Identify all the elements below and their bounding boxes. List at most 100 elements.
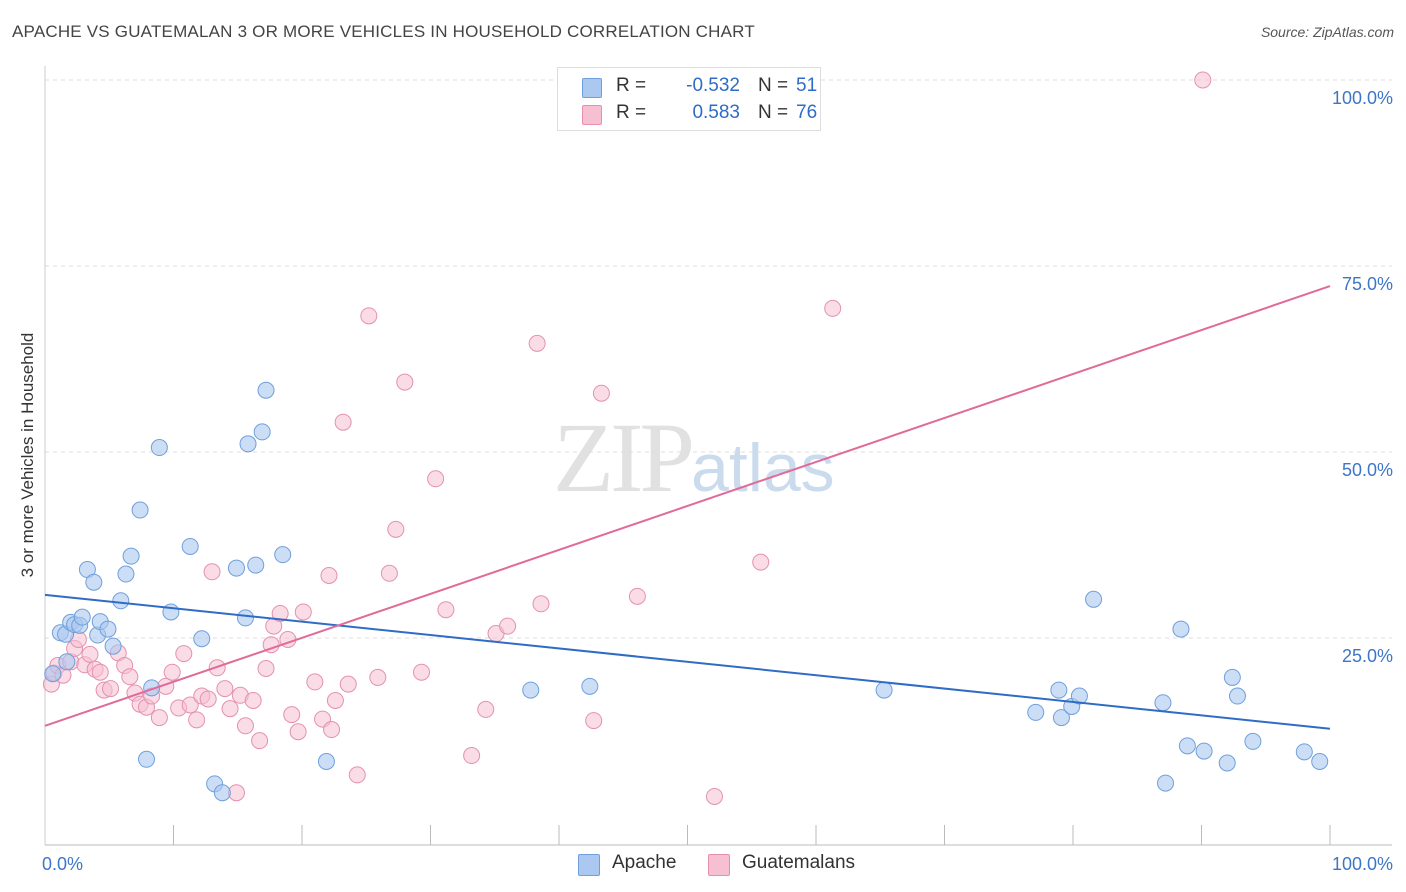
- apache-point: [1244, 732, 1262, 750]
- apache-point: [58, 653, 76, 671]
- watermark-zip: ZIP: [553, 402, 695, 513]
- guatemalans-point: [102, 680, 120, 698]
- guatemalans-point: [326, 691, 344, 709]
- guatemalans-point: [413, 663, 431, 681]
- apache-point: [875, 681, 893, 699]
- apache-point: [227, 559, 245, 577]
- apache-point: [44, 665, 62, 683]
- apache-point: [213, 784, 231, 802]
- apache-point: [1052, 709, 1070, 727]
- apache-point: [1172, 620, 1190, 638]
- apache-point: [1154, 694, 1172, 712]
- guatemalans-point: [387, 520, 405, 538]
- apache-point: [1218, 754, 1236, 772]
- apache-point: [581, 677, 599, 695]
- apache-point: [257, 381, 275, 399]
- guatemalans-point: [1194, 71, 1212, 89]
- guatemalans-point: [339, 675, 357, 693]
- n-label: N =: [758, 75, 789, 96]
- guatemalans-point: [380, 564, 398, 582]
- guatemalans-point: [150, 709, 168, 727]
- guatemalans-point: [257, 660, 275, 678]
- guatemalans-point: [175, 645, 193, 663]
- guatemalans-point: [216, 680, 234, 698]
- apache-point: [1223, 668, 1241, 686]
- guatemalans-point: [628, 587, 646, 605]
- apache-swatch: [578, 854, 600, 876]
- n-value: 76: [796, 102, 818, 123]
- apache-point: [247, 556, 265, 574]
- guatemalans-points: [42, 71, 1212, 805]
- axes: [44, 66, 1392, 846]
- guatemalans-point: [369, 668, 387, 686]
- guatemalans-point: [181, 696, 199, 714]
- guatemalans-point: [528, 334, 546, 352]
- apache-point: [193, 630, 211, 648]
- tick-labels: 25.0% 50.0% 75.0% 100.0% 0.0% 100.0%: [42, 88, 1393, 874]
- guatemalans-point: [271, 604, 289, 622]
- guatemalans-point: [221, 700, 239, 718]
- guatemalans-point: [334, 413, 352, 431]
- guatemalans-point: [463, 747, 481, 765]
- guatemalans-point: [437, 601, 455, 619]
- apache-point: [317, 753, 335, 771]
- apache-point: [150, 439, 168, 457]
- apache-point: [73, 608, 91, 626]
- apache-point: [236, 609, 254, 627]
- watermark-atlas: atlas: [691, 430, 835, 506]
- apache-point: [112, 592, 130, 610]
- guatemalans-point: [81, 645, 99, 663]
- guatemalans-point: [306, 673, 324, 691]
- guatemalans-point: [752, 553, 770, 571]
- y-tick-label: 25.0%: [1342, 646, 1393, 666]
- guatemalans-point: [396, 373, 414, 391]
- apache-point: [131, 501, 149, 519]
- x-tick-label: 100.0%: [1332, 854, 1393, 874]
- apache-point: [1070, 687, 1088, 705]
- guatemalans-point: [289, 723, 307, 741]
- guatemalans-point: [824, 299, 842, 317]
- guatemalans-swatch: [708, 854, 730, 876]
- y-tick-label: 75.0%: [1342, 274, 1393, 294]
- guatemalans-point: [592, 384, 610, 402]
- apache-point: [1295, 743, 1313, 761]
- apache-point: [1311, 753, 1329, 771]
- apache-point: [99, 620, 117, 638]
- guatemalans-point: [199, 690, 217, 708]
- guatemalans-point: [532, 595, 550, 613]
- apache-swatch: [582, 78, 602, 98]
- apache-point: [1228, 687, 1246, 705]
- guatemalans-point: [188, 711, 206, 729]
- apache-point: [1157, 774, 1175, 792]
- guatemalans-point: [251, 732, 269, 750]
- guatemalans-point: [323, 721, 341, 739]
- correlation-legend: R = -0.532 N = 51 R = 0.583 N = 76: [557, 67, 821, 131]
- guatemalans-point: [163, 663, 181, 681]
- guatemalans-point: [244, 691, 262, 709]
- apache-point: [1195, 742, 1213, 760]
- y-axis-label: 3 or more Vehicles in Household: [18, 332, 37, 578]
- apache-points: [44, 381, 1329, 802]
- apache-point: [274, 546, 292, 564]
- guatemalans-point: [477, 700, 495, 718]
- apache-point: [1027, 703, 1045, 721]
- guatemalans-point: [236, 717, 254, 735]
- x-tick-label: 0.0%: [42, 854, 83, 874]
- r-value: -0.532: [686, 75, 740, 96]
- r-value: 0.583: [692, 102, 740, 123]
- apache-point: [1085, 590, 1103, 608]
- guatemalans-swatch: [582, 105, 602, 125]
- guatemalans-point: [227, 784, 245, 802]
- apache-point: [104, 637, 122, 655]
- apache-point: [253, 423, 271, 441]
- chart-title: APACHE VS GUATEMALAN 3 OR MORE VEHICLES …: [12, 22, 755, 41]
- guatemalans-point: [294, 603, 312, 621]
- gridlines: [45, 79, 1392, 639]
- guatemalans-point: [427, 470, 445, 488]
- y-tick-label: 100.0%: [1332, 88, 1393, 108]
- legend-apache-label: Apache: [612, 852, 677, 873]
- guatemalans-point: [585, 712, 603, 730]
- r-label: R =: [616, 75, 647, 96]
- guatemalans-trend-line: [44, 285, 1331, 727]
